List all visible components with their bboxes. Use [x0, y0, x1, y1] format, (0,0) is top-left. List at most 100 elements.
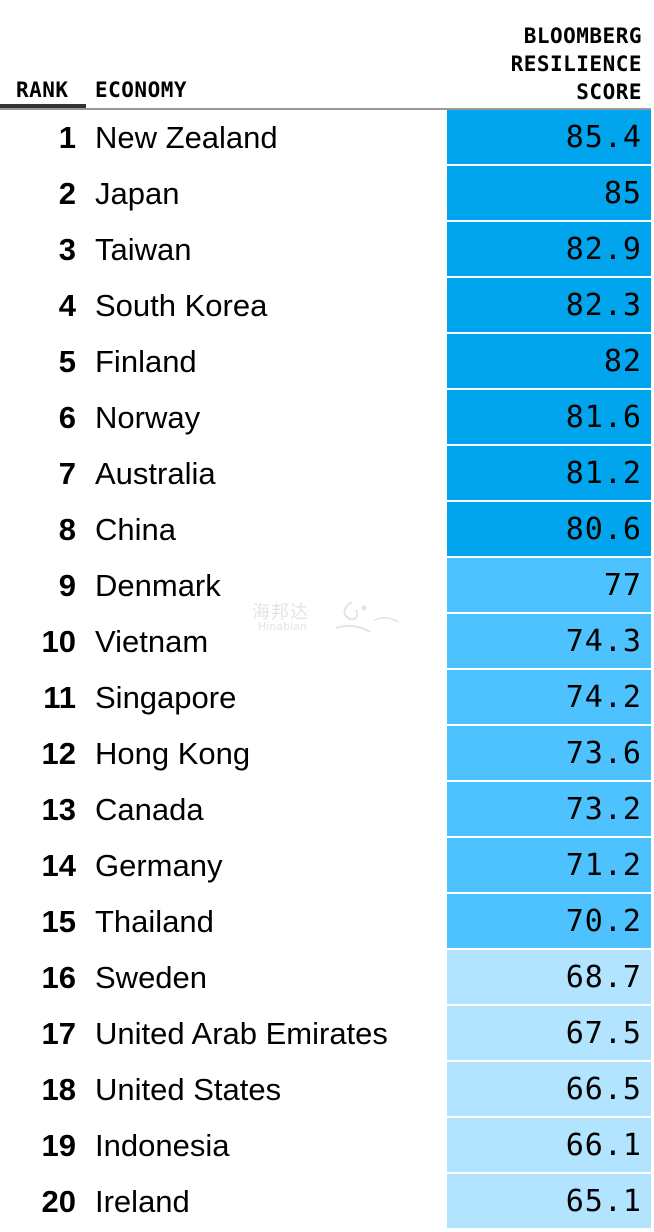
economy-cell: Hong Kong: [95, 736, 251, 771]
economy-cell: Thailand: [95, 904, 214, 939]
economy-cell: Taiwan: [95, 232, 192, 267]
economy-cell: China: [95, 512, 176, 547]
economy-cell: Germany: [95, 848, 223, 883]
table-row: 13 Canada 73.2: [0, 782, 654, 838]
table-row: 2 Japan 85: [0, 166, 654, 222]
score-cell: 81.6: [447, 390, 651, 444]
table-row: 11 Singapore 74.2: [0, 670, 654, 726]
score-cell: 80.6: [447, 502, 651, 556]
score-cell: 67.5: [447, 1006, 651, 1060]
score-header-line: SCORE: [576, 80, 642, 104]
score-value: 73.6: [565, 736, 642, 771]
economy-cell: Vietnam: [95, 624, 209, 659]
score-cell: 68.7: [447, 950, 651, 1004]
economy-cell: South Korea: [95, 288, 268, 323]
rank-cell: 2: [58, 176, 76, 211]
score-cell: 70.2: [447, 894, 651, 948]
economy-cell: Ireland: [95, 1184, 190, 1219]
economy-cell: United Arab Emirates: [95, 1016, 388, 1051]
rank-cell: 17: [41, 1016, 76, 1051]
table-row: 3 Taiwan 82.9: [0, 222, 654, 278]
score-value: 66.1: [565, 1128, 642, 1163]
score-cell: 85.4: [447, 110, 651, 164]
score-column-header: BLOOMBERG RESILIENCE SCORE: [442, 22, 642, 106]
table-row: 1 New Zealand 85.4: [0, 110, 654, 166]
rank-cell: 16: [41, 960, 76, 995]
table-row: 15 Thailand 70.2: [0, 894, 654, 950]
rank-cell: 15: [41, 904, 76, 939]
table-row: 8 China 80.6: [0, 502, 654, 558]
score-cell: 77: [447, 558, 651, 612]
score-value: 68.7: [565, 960, 642, 995]
score-value: 65.1: [565, 1184, 642, 1219]
score-cell: 82: [447, 334, 651, 388]
score-value: 74.2: [565, 680, 642, 715]
score-cell: 82.3: [447, 278, 651, 332]
score-header-line: RESILIENCE: [510, 52, 642, 76]
economy-cell: Australia: [95, 456, 216, 491]
rank-cell: 12: [41, 736, 76, 771]
score-value: 82: [603, 344, 642, 379]
score-value: 82.3: [565, 288, 642, 323]
table-row: 9 Denmark 77: [0, 558, 654, 614]
score-value: 77: [603, 568, 642, 603]
economy-cell: Norway: [95, 400, 201, 435]
table-row: 10 Vietnam 74.3: [0, 614, 654, 670]
rank-cell: 18: [41, 1072, 76, 1107]
score-value: 85.4: [565, 120, 642, 155]
score-header-line: BLOOMBERG: [523, 24, 642, 48]
economy-cell: Denmark: [95, 568, 221, 603]
score-cell: 85: [447, 166, 651, 220]
score-value: 85: [603, 176, 642, 211]
score-value: 71.2: [565, 848, 642, 883]
table-row: 20 Ireland 65.1: [0, 1174, 654, 1230]
table-row: 19 Indonesia 66.1: [0, 1118, 654, 1174]
rank-cell: 1: [58, 120, 76, 155]
rank-cell: 11: [43, 680, 76, 715]
table-row: 4 South Korea 82.3: [0, 278, 654, 334]
score-value: 82.9: [565, 232, 642, 267]
score-cell: 74.3: [447, 614, 651, 668]
table-row: 18 United States 66.5: [0, 1062, 654, 1118]
rank-column-header: RANK: [16, 78, 69, 102]
rank-cell: 9: [58, 568, 76, 603]
score-value: 70.2: [565, 904, 642, 939]
score-cell: 73.2: [447, 782, 651, 836]
rank-header-underline: [0, 104, 86, 108]
score-value: 67.5: [565, 1016, 642, 1051]
rank-cell: 10: [41, 624, 76, 659]
score-cell: 82.9: [447, 222, 651, 276]
rank-cell: 5: [58, 344, 76, 379]
score-value: 80.6: [565, 512, 642, 547]
economy-cell: United States: [95, 1072, 282, 1107]
score-value: 81.6: [565, 400, 642, 435]
table-row: 17 United Arab Emirates 67.5: [0, 1006, 654, 1062]
rank-cell: 3: [58, 232, 76, 267]
economy-cell: New Zealand: [95, 120, 278, 155]
score-value: 66.5: [565, 1072, 642, 1107]
table-row: 6 Norway 81.6: [0, 390, 654, 446]
table-row: 7 Australia 81.2: [0, 446, 654, 502]
score-value: 73.2: [565, 792, 642, 827]
header-divider: [0, 108, 651, 110]
rank-cell: 13: [41, 792, 76, 827]
economy-cell: Singapore: [95, 680, 237, 715]
rank-cell: 6: [58, 400, 76, 435]
rank-cell: 14: [41, 848, 76, 883]
score-value: 81.2: [565, 456, 642, 491]
economy-cell: Indonesia: [95, 1128, 230, 1163]
score-cell: 74.2: [447, 670, 651, 724]
score-cell: 81.2: [447, 446, 651, 500]
score-cell: 73.6: [447, 726, 651, 780]
rank-cell: 19: [41, 1128, 76, 1163]
table-row: 16 Sweden 68.7: [0, 950, 654, 1006]
score-cell: 66.5: [447, 1062, 651, 1116]
table-row: 12 Hong Kong 73.6: [0, 726, 654, 782]
score-value: 74.3: [565, 624, 642, 659]
economy-cell: Canada: [95, 792, 204, 827]
table-header: RANK ECONOMY BLOOMBERG RESILIENCE SCORE: [0, 0, 654, 110]
rank-cell: 8: [58, 512, 76, 547]
economy-cell: Sweden: [95, 960, 208, 995]
score-cell: 65.1: [447, 1174, 651, 1228]
score-cell: 66.1: [447, 1118, 651, 1172]
